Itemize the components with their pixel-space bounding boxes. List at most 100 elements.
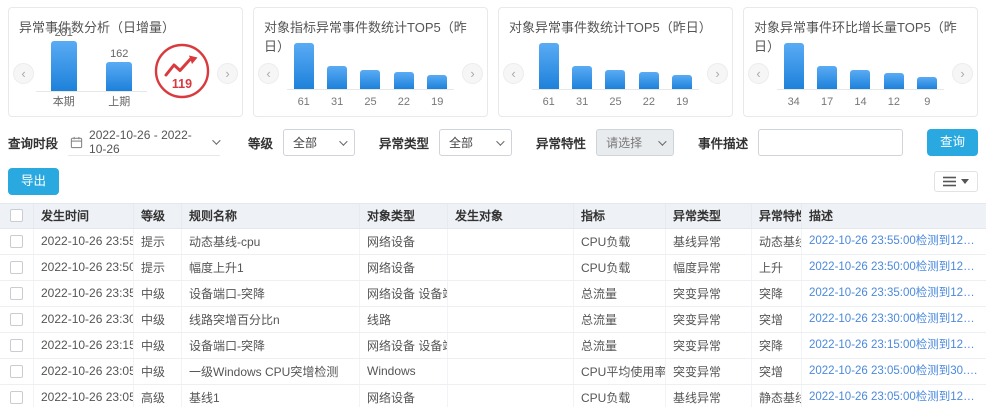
date-range-picker[interactable]: 2022-10-26 - 2022-10-26 — [68, 128, 221, 156]
bar-value: 162 — [110, 48, 129, 60]
select-all-checkbox-cell — [0, 203, 34, 228]
cell-anomaly-type: 基线异常 — [666, 228, 752, 254]
bar-value-label: 61 — [297, 96, 310, 108]
cell-object-type: 网络设备 设备端口 — [360, 280, 448, 306]
cell-anomaly-type: 基线异常 — [666, 384, 752, 407]
card-title: 对象异常事件环比增长量TOP5（昨日） — [754, 20, 957, 54]
chevron-left-icon[interactable]: ‹ — [13, 62, 34, 84]
cell-level: 中级 — [134, 358, 182, 384]
bar-value: 281 — [54, 27, 73, 39]
header-object-type: 对象类型 — [360, 203, 448, 228]
cell-time: 2022-10-26 23:35:00 — [34, 280, 134, 306]
export-button[interactable]: 导出 — [8, 168, 60, 195]
select-all-checkbox[interactable] — [10, 209, 23, 222]
bar-value-label: 31 — [330, 96, 344, 108]
anomaly-trait-select[interactable]: 请选择 — [596, 129, 675, 156]
cell-time: 2022-10-26 23:30:00 — [34, 306, 134, 332]
compare-bar-chart: 281 162 本期 上期 — [36, 27, 147, 112]
top5-bar-chart: 61 31 25 22 19 — [524, 34, 707, 112]
cell-object-type: 网络设备 — [360, 228, 448, 254]
cell-description[interactable]: 2022-10-26 23:05:00检测到121.0.0.20[sw20]-网 — [809, 390, 986, 403]
cell-object-type: 线路 — [360, 306, 448, 332]
cell-description[interactable]: 2022-10-26 23:05:00检测到30.0.11.113[30.0.1… — [809, 364, 986, 377]
cell-rule-name: 动态基线-cpu — [182, 228, 360, 254]
cell-object-type: 网络设备 — [360, 254, 448, 280]
column-settings-button[interactable] — [934, 170, 978, 192]
cell-description[interactable]: 2022-10-26 23:30:00检测到121.0.0.4(GigabitE… — [809, 312, 986, 325]
bar-value-label: 12 — [887, 96, 900, 108]
chevron-right-icon[interactable]: › — [707, 62, 728, 84]
query-button[interactable]: 查询 — [926, 129, 978, 156]
chevron-right-icon[interactable]: › — [952, 62, 973, 84]
cell-object-type: 网络设备 设备端口 — [360, 332, 448, 358]
chevron-right-icon[interactable]: › — [217, 62, 238, 84]
bar-value-label: 25 — [609, 96, 622, 108]
cell-time: 2022-10-26 23:15:00 — [34, 332, 134, 358]
event-desc-input[interactable] — [758, 129, 904, 156]
cell-rule-name: 一级Windows CPU突增检测 — [182, 358, 360, 384]
cell-level: 提示 — [134, 228, 182, 254]
cell-anomaly-trait: 静态基线 — [752, 384, 802, 407]
card-growth-top5: 对象异常事件环比增长量TOP5（昨日） ‹ 34 17 14 12 9 › — [743, 7, 978, 117]
header-anomaly-type: 异常类型 — [666, 203, 752, 228]
time-range-label: 查询时段 — [8, 137, 59, 151]
calendar-icon — [70, 136, 83, 148]
cell-description[interactable]: 2022-10-26 23:35:00检测到121.0.0.4(GigabitE… — [809, 286, 986, 299]
cell-anomaly-trait: 突增 — [752, 358, 802, 384]
filter-bar: 查询时段 2022-10-26 - 2022-10-26 等级 全部 异常类型 … — [0, 117, 986, 160]
row-checkbox[interactable] — [10, 260, 23, 274]
bar-value-label: 19 — [676, 96, 689, 108]
cell-metric: CPU负载 — [574, 254, 666, 280]
chevron-down-icon — [339, 136, 348, 146]
cell-metric: 总流量 — [574, 306, 666, 332]
cell-description[interactable]: 2022-10-26 23:50:00检测到121.0.0.20[sw20]-网 — [809, 260, 986, 273]
bar — [538, 43, 559, 89]
cell-description[interactable]: 2022-10-26 23:55:00检测到121.0.0.20[sw20]-网 — [809, 234, 986, 247]
row-checkbox[interactable] — [10, 234, 23, 248]
header-target-object: 发生对象 — [448, 203, 574, 228]
cell-level: 提示 — [134, 254, 182, 280]
row-checkbox-cell — [0, 358, 34, 384]
event-desc-label: 事件描述 — [698, 137, 749, 151]
chevron-left-icon[interactable]: ‹ — [503, 62, 524, 84]
row-checkbox-cell — [0, 228, 34, 254]
table-row: 2022-10-26 23:05:00中级一级Windows CPU突增检测Wi… — [0, 358, 986, 385]
row-checkbox[interactable] — [10, 312, 23, 326]
header-description: 描述 — [809, 209, 834, 223]
cell-object-type: 网络设备 — [360, 384, 448, 407]
bar-value-label: 34 — [787, 96, 800, 108]
bar-label: 上期 — [108, 96, 131, 108]
chevron-left-icon[interactable]: ‹ — [748, 62, 769, 84]
bar — [427, 75, 448, 89]
bar-value-label: 22 — [642, 96, 655, 108]
cell-description[interactable]: 2022-10-26 23:15:00检测到121.0.0.4(GigabitE… — [809, 338, 986, 351]
cell-object-type: Windows — [360, 358, 448, 384]
bar-value-label: 14 — [854, 96, 867, 108]
cell-time: 2022-10-26 23:50:00 — [34, 254, 134, 280]
cell-level: 高级 — [134, 384, 182, 407]
cell-rule-name: 设备端口-突降 — [182, 332, 360, 358]
header-anomaly-trait: 异常特性 — [752, 203, 802, 228]
cell-level: 中级 — [134, 332, 182, 358]
row-checkbox[interactable] — [10, 338, 23, 352]
summary-cards: 异常事件数分析（日增量） ‹ 281 162 本期 上期 119 › 对象指标异常事… — [0, 0, 986, 117]
bar — [605, 70, 626, 89]
level-select[interactable]: 全部 — [283, 129, 356, 156]
cell-target-object — [448, 254, 574, 280]
chevron-right-icon[interactable]: › — [462, 62, 483, 84]
table-row: 2022-10-26 23:05:00高级基线1网络设备 CPU负载基线异常静态基… — [0, 384, 986, 407]
row-checkbox[interactable] — [10, 286, 23, 300]
bar — [327, 66, 348, 89]
anomaly-type-select[interactable]: 全部 — [439, 129, 513, 156]
cell-metric: 总流量 — [574, 332, 666, 358]
header-time: 发生时间 — [34, 203, 134, 228]
cell-anomaly-type: 突变异常 — [666, 306, 752, 332]
row-checkbox[interactable] — [10, 390, 23, 404]
cell-metric: CPU负载 — [574, 228, 666, 254]
bar-value-label: 17 — [820, 96, 834, 108]
bar — [572, 66, 593, 89]
bar — [672, 75, 693, 89]
row-checkbox[interactable] — [10, 364, 23, 378]
card-title: 对象指标异常事件数统计TOP5（昨日） — [264, 20, 467, 54]
chevron-left-icon[interactable]: ‹ — [258, 62, 279, 84]
